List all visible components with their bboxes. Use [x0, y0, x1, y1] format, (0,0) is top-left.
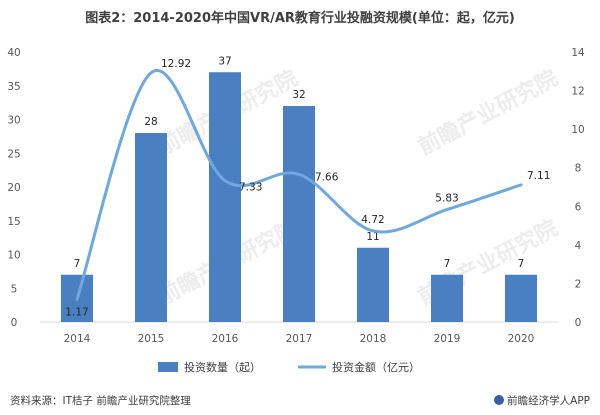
bar-data-label: 32 [292, 89, 305, 101]
brand-credit: 前瞻经济学人APP [494, 393, 590, 408]
y-right-tick-label: 6 [575, 201, 582, 213]
y-left-tick-label: 20 [7, 182, 20, 194]
y-right-tick-label: 14 [571, 47, 585, 59]
bar [431, 274, 463, 322]
y-right-tick-label: 2 [575, 278, 582, 290]
legend-swatch-bar [158, 362, 178, 372]
bar [135, 133, 167, 322]
y-right-tick-label: 12 [571, 86, 584, 98]
line-data-label: 1.17 [65, 306, 88, 318]
x-tick-label: 2020 [508, 333, 535, 345]
chart-title: 图表2：2014-2020年中国VR/AR教育行业投融资规模(单位：起，亿元) [85, 11, 515, 26]
y-right-tick-label: 8 [575, 163, 582, 175]
line-data-label: 7.11 [527, 170, 550, 182]
bar-data-label: 37 [218, 55, 231, 67]
brand-logo-icon [494, 395, 505, 405]
line-data-label: 7.33 [239, 182, 262, 194]
chart-svg: 0 5 10 15 20 25 30 35 40 0 2 4 6 8 10 12 14 2014 2015 2016 2… [7, 47, 585, 374]
legend-label-line: 投资金额（亿元） [332, 360, 420, 374]
line-data-label: 7.66 [315, 171, 339, 183]
legend-label-bar: 投资数量（起） [184, 360, 261, 374]
series-line [75, 69, 523, 301]
bar [357, 247, 389, 322]
bar-data-label: 7 [74, 258, 81, 270]
y-left-tick-label: 0 [11, 317, 18, 329]
line-data-label: 4.72 [361, 214, 384, 226]
y-left-tick-label: 10 [7, 250, 20, 262]
brand-label: 前瞻经济学人APP [507, 395, 590, 407]
x-tick-label: 2019 [434, 333, 461, 345]
y-left-tick-label: 40 [7, 47, 20, 59]
source-note: 资料来源：IT桔子 前瞻产业研究院整理 [10, 395, 191, 407]
line-data-label: 12.92 [161, 58, 191, 70]
bar-data-label: 11 [366, 231, 379, 243]
y-left-tick-label: 25 [7, 148, 20, 160]
bar-data-label: 28 [144, 116, 157, 128]
bar [283, 106, 315, 322]
x-tick-label: 2016 [212, 333, 239, 345]
y-right-tick-label: 10 [571, 124, 584, 136]
x-tick-label: 2014 [64, 333, 91, 345]
x-tick-label: 2015 [138, 333, 165, 345]
y-left-tick-label: 35 [7, 81, 20, 93]
footer: 资料来源：IT桔子 前瞻产业研究院整理 前瞻经济学人APP [10, 393, 590, 409]
y-right-tick-label: 0 [575, 317, 582, 329]
x-tick-label: 2018 [360, 333, 387, 345]
y-right-tick-label: 4 [575, 240, 582, 252]
bar [209, 72, 241, 322]
bar-data-label: 7 [444, 258, 451, 270]
y-left-tick-label: 30 [7, 115, 20, 127]
bar-data-label: 7 [518, 258, 525, 270]
line-data-label: 5.83 [435, 193, 458, 205]
y-left-tick-label: 5 [11, 283, 18, 295]
x-tick-label: 2017 [286, 333, 313, 345]
bar [505, 274, 537, 322]
y-left-tick-label: 15 [7, 216, 20, 228]
